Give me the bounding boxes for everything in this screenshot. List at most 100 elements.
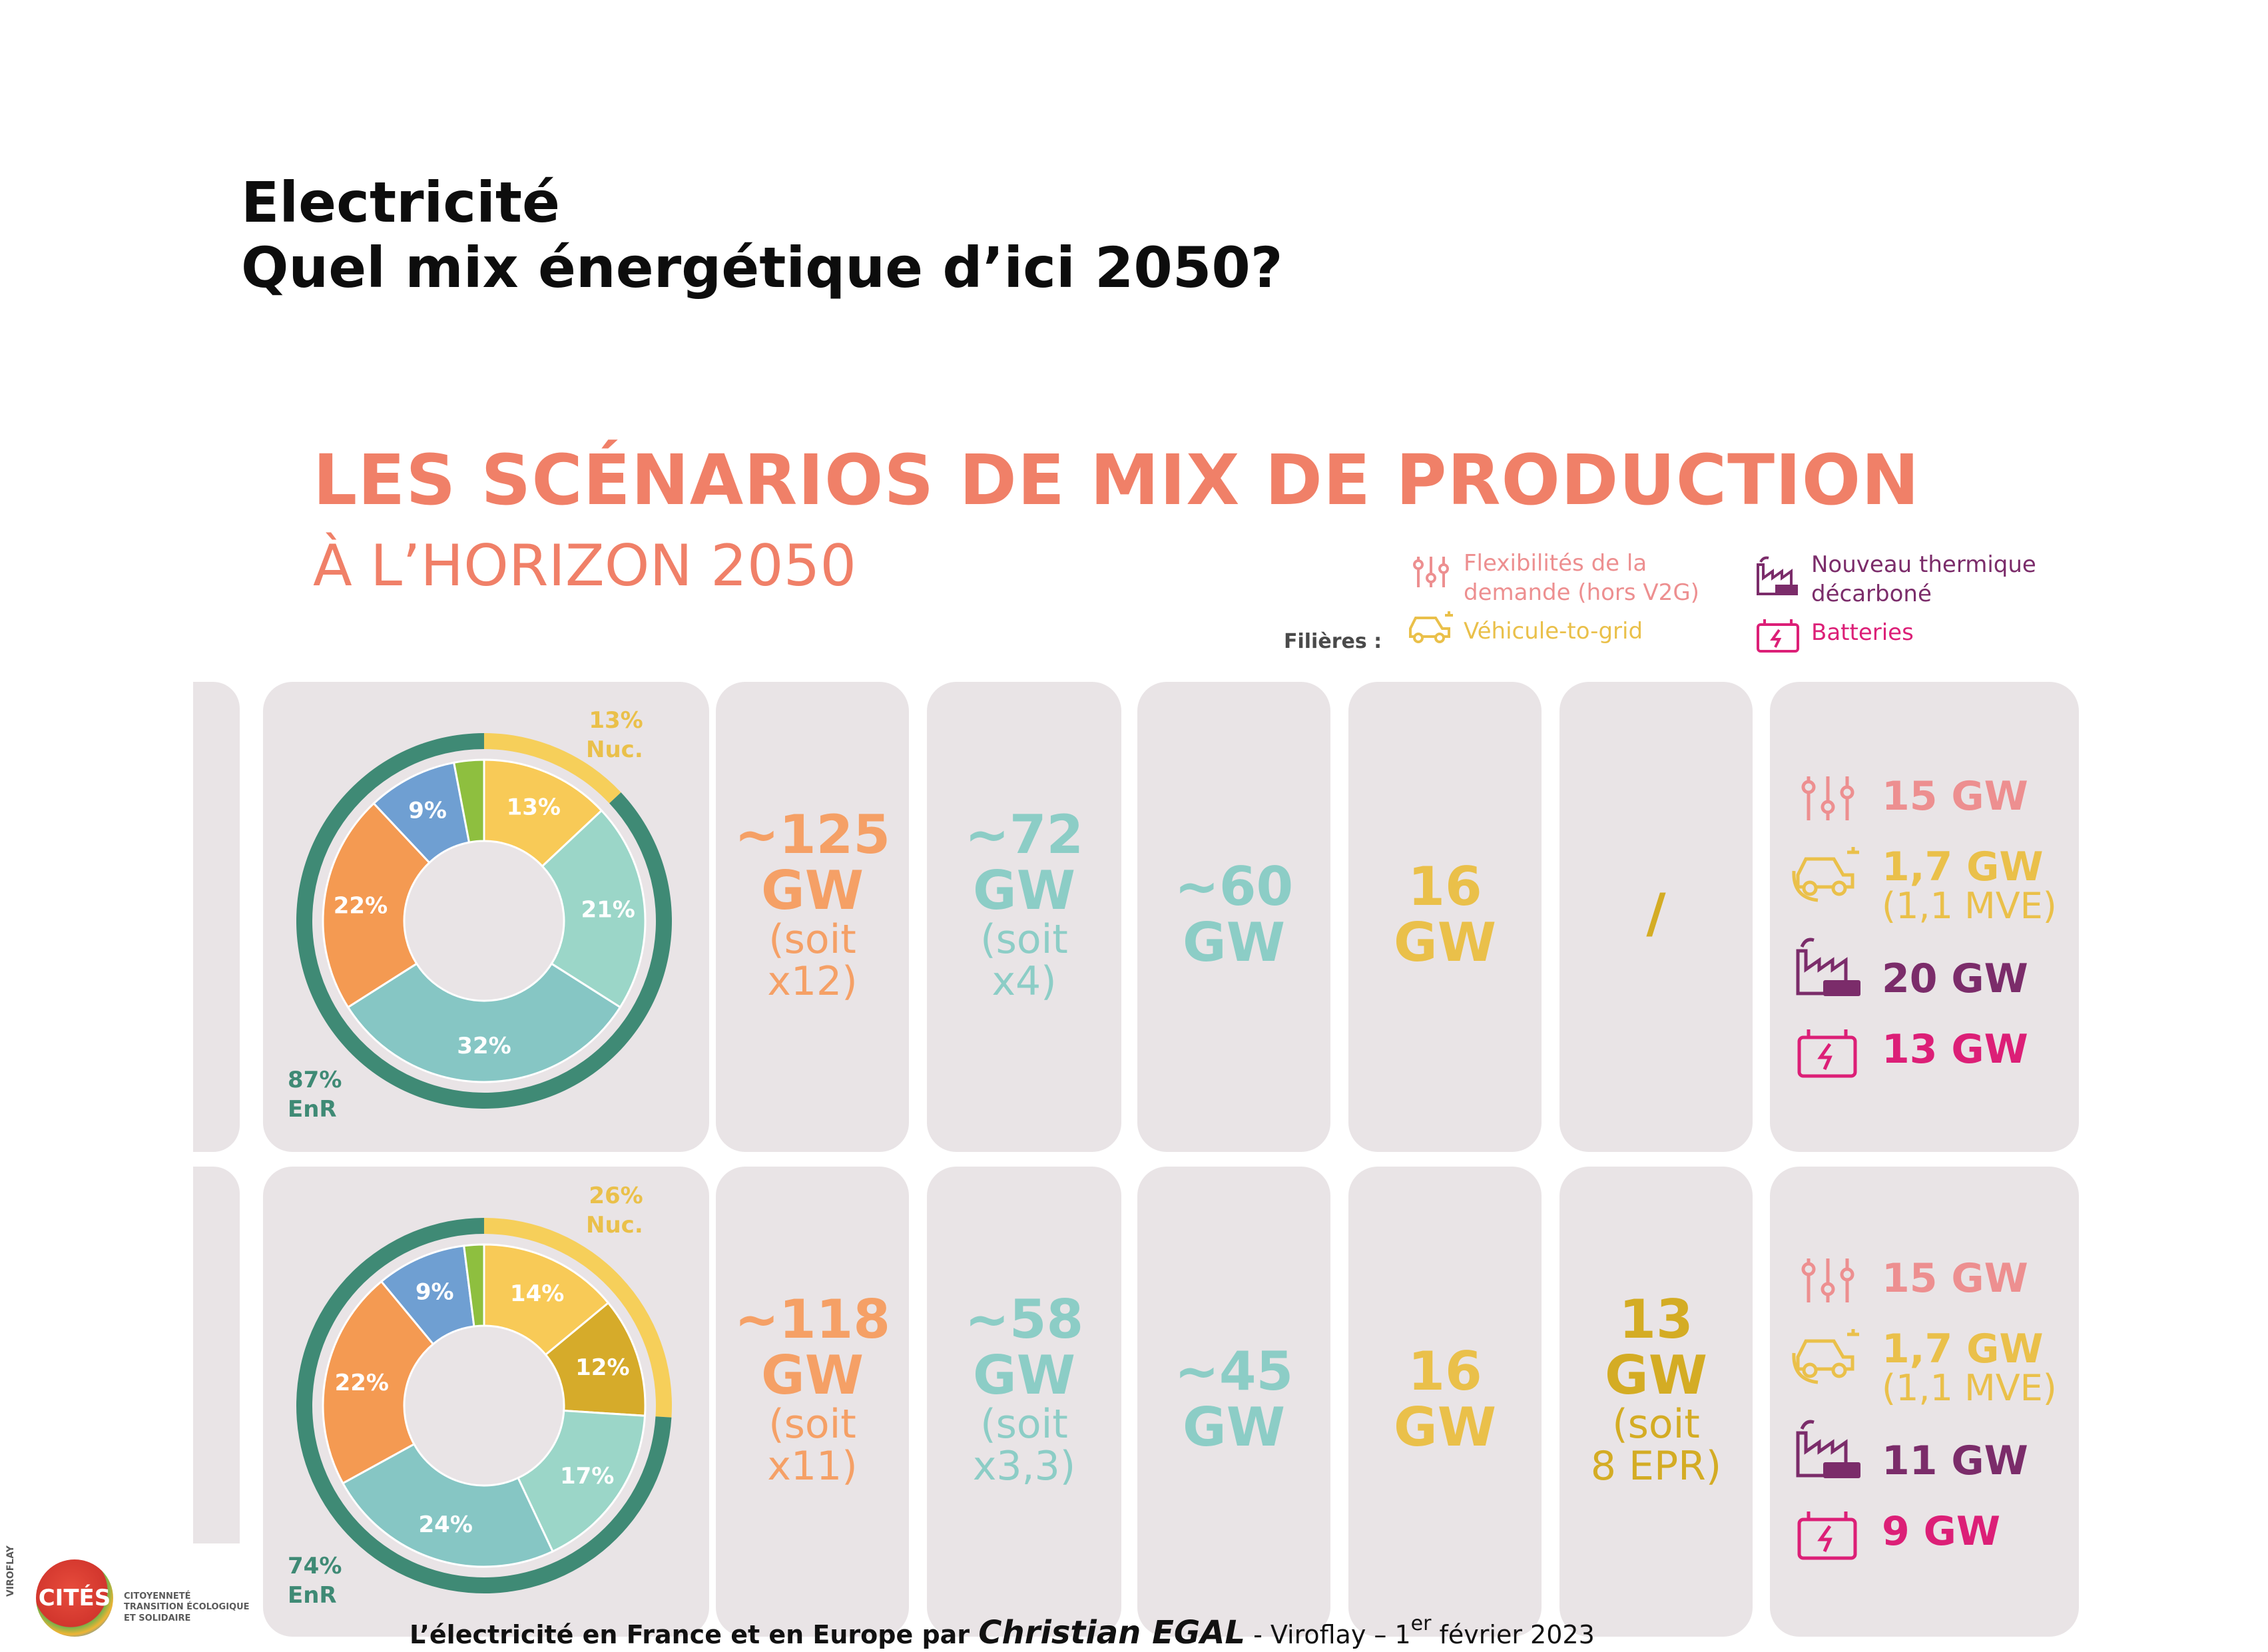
donut-segment-label: 17%: [560, 1463, 614, 1490]
battery-legend-icon: [1754, 617, 1802, 654]
solar-prefix-row2: ~: [734, 1288, 780, 1350]
offshore-capacity-row2: ~45 GW: [1137, 1344, 1330, 1456]
donut-segment: [346, 962, 622, 1083]
hydro-panel-row2: [1348, 1167, 1542, 1637]
onshore-value-row1: ~72: [927, 807, 1121, 863]
logo-caption-line1: CITOYENNETÉ: [124, 1591, 191, 1601]
slide-title: Electricité Quel mix énergétique d’ici 2…: [241, 170, 1283, 301]
donut-chart-row1: 13% 21% 32% 22% 9%: [288, 724, 681, 1117]
donut-segment-label: 22%: [335, 1370, 389, 1396]
v2g-legend-icon: [1406, 609, 1457, 647]
onshore-number-row1: 72: [1009, 804, 1084, 866]
flexibility-value-row1: 15 GW: [1882, 773, 2028, 820]
offshore-prefix-row2: ~: [1174, 1340, 1219, 1402]
donut-segment: [341, 1442, 555, 1568]
battery-value-row2: 9 GW: [1882, 1508, 2001, 1555]
v2g-legend-label: Véhicule-to-grid: [1464, 618, 1643, 645]
donut-segment: [483, 1243, 610, 1356]
nuclear-share-label-row1: Nuc.: [586, 736, 643, 764]
footer-date-end: février 2023: [1431, 1620, 1595, 1649]
left-edge-panel-row1: [193, 682, 240, 1152]
flexibility-panel-row1: [1770, 682, 2079, 1152]
onshore-prefix-row1: ~: [964, 804, 1009, 866]
nuclear-panel-row1: [1559, 682, 1753, 1152]
offshore-panel-row1: [1137, 682, 1330, 1152]
v2g-number-row2: 1,7 GW: [1882, 1326, 2044, 1372]
thermal-legend-label: Nouveau thermique décarboné: [1811, 550, 2036, 609]
solar-unit-row2: GW: [761, 1344, 864, 1406]
nuclear-value-row2: 13: [1619, 1288, 1693, 1350]
solar-value-row1: ~125: [716, 807, 909, 863]
nuclear-capacity-row2: 13 GW (soit 8 EPR): [1559, 1292, 1753, 1488]
donut-segment: [541, 809, 647, 1009]
donut-segment-label: 9%: [408, 797, 447, 824]
logo-caption-line3: ET SOLIDAIRE: [124, 1613, 191, 1623]
onshore-note1-row1: (soit: [980, 916, 1068, 963]
solar-panel-row2: [716, 1167, 909, 1637]
donut-svg-row1: 13% 21% 32% 22% 9%: [296, 733, 672, 1109]
v2g-value-row1: 1,7 GW (1,1 MVE): [1882, 846, 2057, 924]
logo-vertical-text: VIROFLAY: [5, 1545, 16, 1597]
solar-value-row2: ~118: [716, 1292, 909, 1348]
v2g-icon-row2: [1791, 1326, 1864, 1385]
onshore-number-row2: 58: [1009, 1288, 1084, 1350]
hydro-value-row1: 16: [1408, 856, 1482, 918]
donut-segment-label: 14%: [510, 1280, 564, 1307]
onshore-value-row2: ~58: [927, 1292, 1121, 1348]
renewable-share-row2: 74% EnR: [288, 1551, 342, 1610]
thermal-legend-line1: Nouveau thermique: [1811, 551, 2036, 578]
donut-svg-row2: 14% 12% 17% 24% 22% 9%: [296, 1218, 672, 1593]
hydro-unit-row1: GW: [1394, 912, 1496, 973]
donut-segment-label: 24%: [419, 1512, 473, 1538]
onshore-unit-row2: GW: [973, 1344, 1075, 1406]
onshore-note2-row1: x4): [992, 958, 1057, 1005]
footer: L’électricité en France et en Europe par…: [410, 1612, 1595, 1651]
renewable-share-value-row2: 74%: [288, 1553, 342, 1579]
solar-number-row1: 125: [779, 804, 891, 866]
donut-segment: [322, 802, 431, 1009]
infographic-subtitle: À L’HORIZON 2050: [313, 533, 857, 599]
nuclear-ring-arc: [484, 733, 621, 804]
v2g-note-row2: (1,1 MVE): [1882, 1367, 2057, 1410]
nuclear-share-value-row2: 26%: [589, 1183, 643, 1209]
solar-note2-row1: x12): [767, 958, 858, 1005]
battery-icon-row2: [1794, 1508, 1860, 1562]
flexibility-icon-row1: [1799, 772, 1856, 823]
flexibility-legend-label: Flexibilités de la demande (hors V2G): [1464, 549, 1699, 607]
donut-segment-label: 32%: [457, 1033, 511, 1059]
solar-capacity-row2: ~118 GW (soit x11): [716, 1292, 909, 1488]
battery-value-row1: 13 GW: [1882, 1026, 2028, 1073]
donut-segment: [322, 1280, 435, 1485]
nuclear-share-value-row1: 13%: [589, 707, 643, 734]
thermal-icon-row1: [1791, 932, 1864, 997]
onshore-unit-row1: GW: [973, 860, 1075, 922]
nuclear-share-row1: 13% Nuc.: [586, 706, 643, 764]
donut-segment: [483, 758, 603, 868]
flexibility-legend-icon: [1412, 554, 1450, 590]
hydro-capacity-row2: 16 GW: [1348, 1344, 1542, 1456]
infographic-title: LES SCÉNARIOS DE MIX DE PRODUCTION: [313, 439, 1920, 521]
hydro-capacity-row1: 16 GW: [1348, 859, 1542, 971]
thermal-legend-icon: [1753, 553, 1802, 597]
flexibility-legend-line2: demande (hors V2G): [1464, 579, 1699, 607]
nuclear-ring-arc: [484, 1218, 672, 1418]
hydro-panel-row1: [1348, 682, 1542, 1152]
v2g-value-row2: 1,7 GW (1,1 MVE): [1882, 1326, 2057, 1410]
solar-note1-row2: (soit: [768, 1401, 856, 1448]
solar-prefix-row1: ~: [734, 804, 780, 866]
offshore-panel-row2: [1137, 1167, 1330, 1637]
slide-title-line2: Quel mix énergétique d’ici 2050?: [241, 235, 1283, 301]
cites-logo: CITÉS: [36, 1559, 113, 1637]
thermal-value-row2: 11 GW: [1882, 1438, 2028, 1484]
donut-segment-label: 21%: [581, 896, 635, 923]
battery-legend-label: Batteries: [1811, 619, 1914, 646]
onshore-prefix-row2: ~: [964, 1288, 1009, 1350]
nuclear-panel-row2: [1559, 1167, 1753, 1637]
nuclear-share-row2: 26% Nuc.: [586, 1181, 643, 1240]
solar-note1-row1: (soit: [768, 916, 856, 963]
thermal-value-row1: 20 GW: [1882, 956, 2028, 1002]
onshore-panel-row2: [927, 1167, 1121, 1637]
flexibility-legend-line1: Flexibilités de la: [1464, 550, 1647, 577]
donut-chart-row2: 14% 12% 17% 24% 22% 9%: [288, 1209, 681, 1602]
onshore-note1-row2: (soit: [980, 1401, 1068, 1448]
